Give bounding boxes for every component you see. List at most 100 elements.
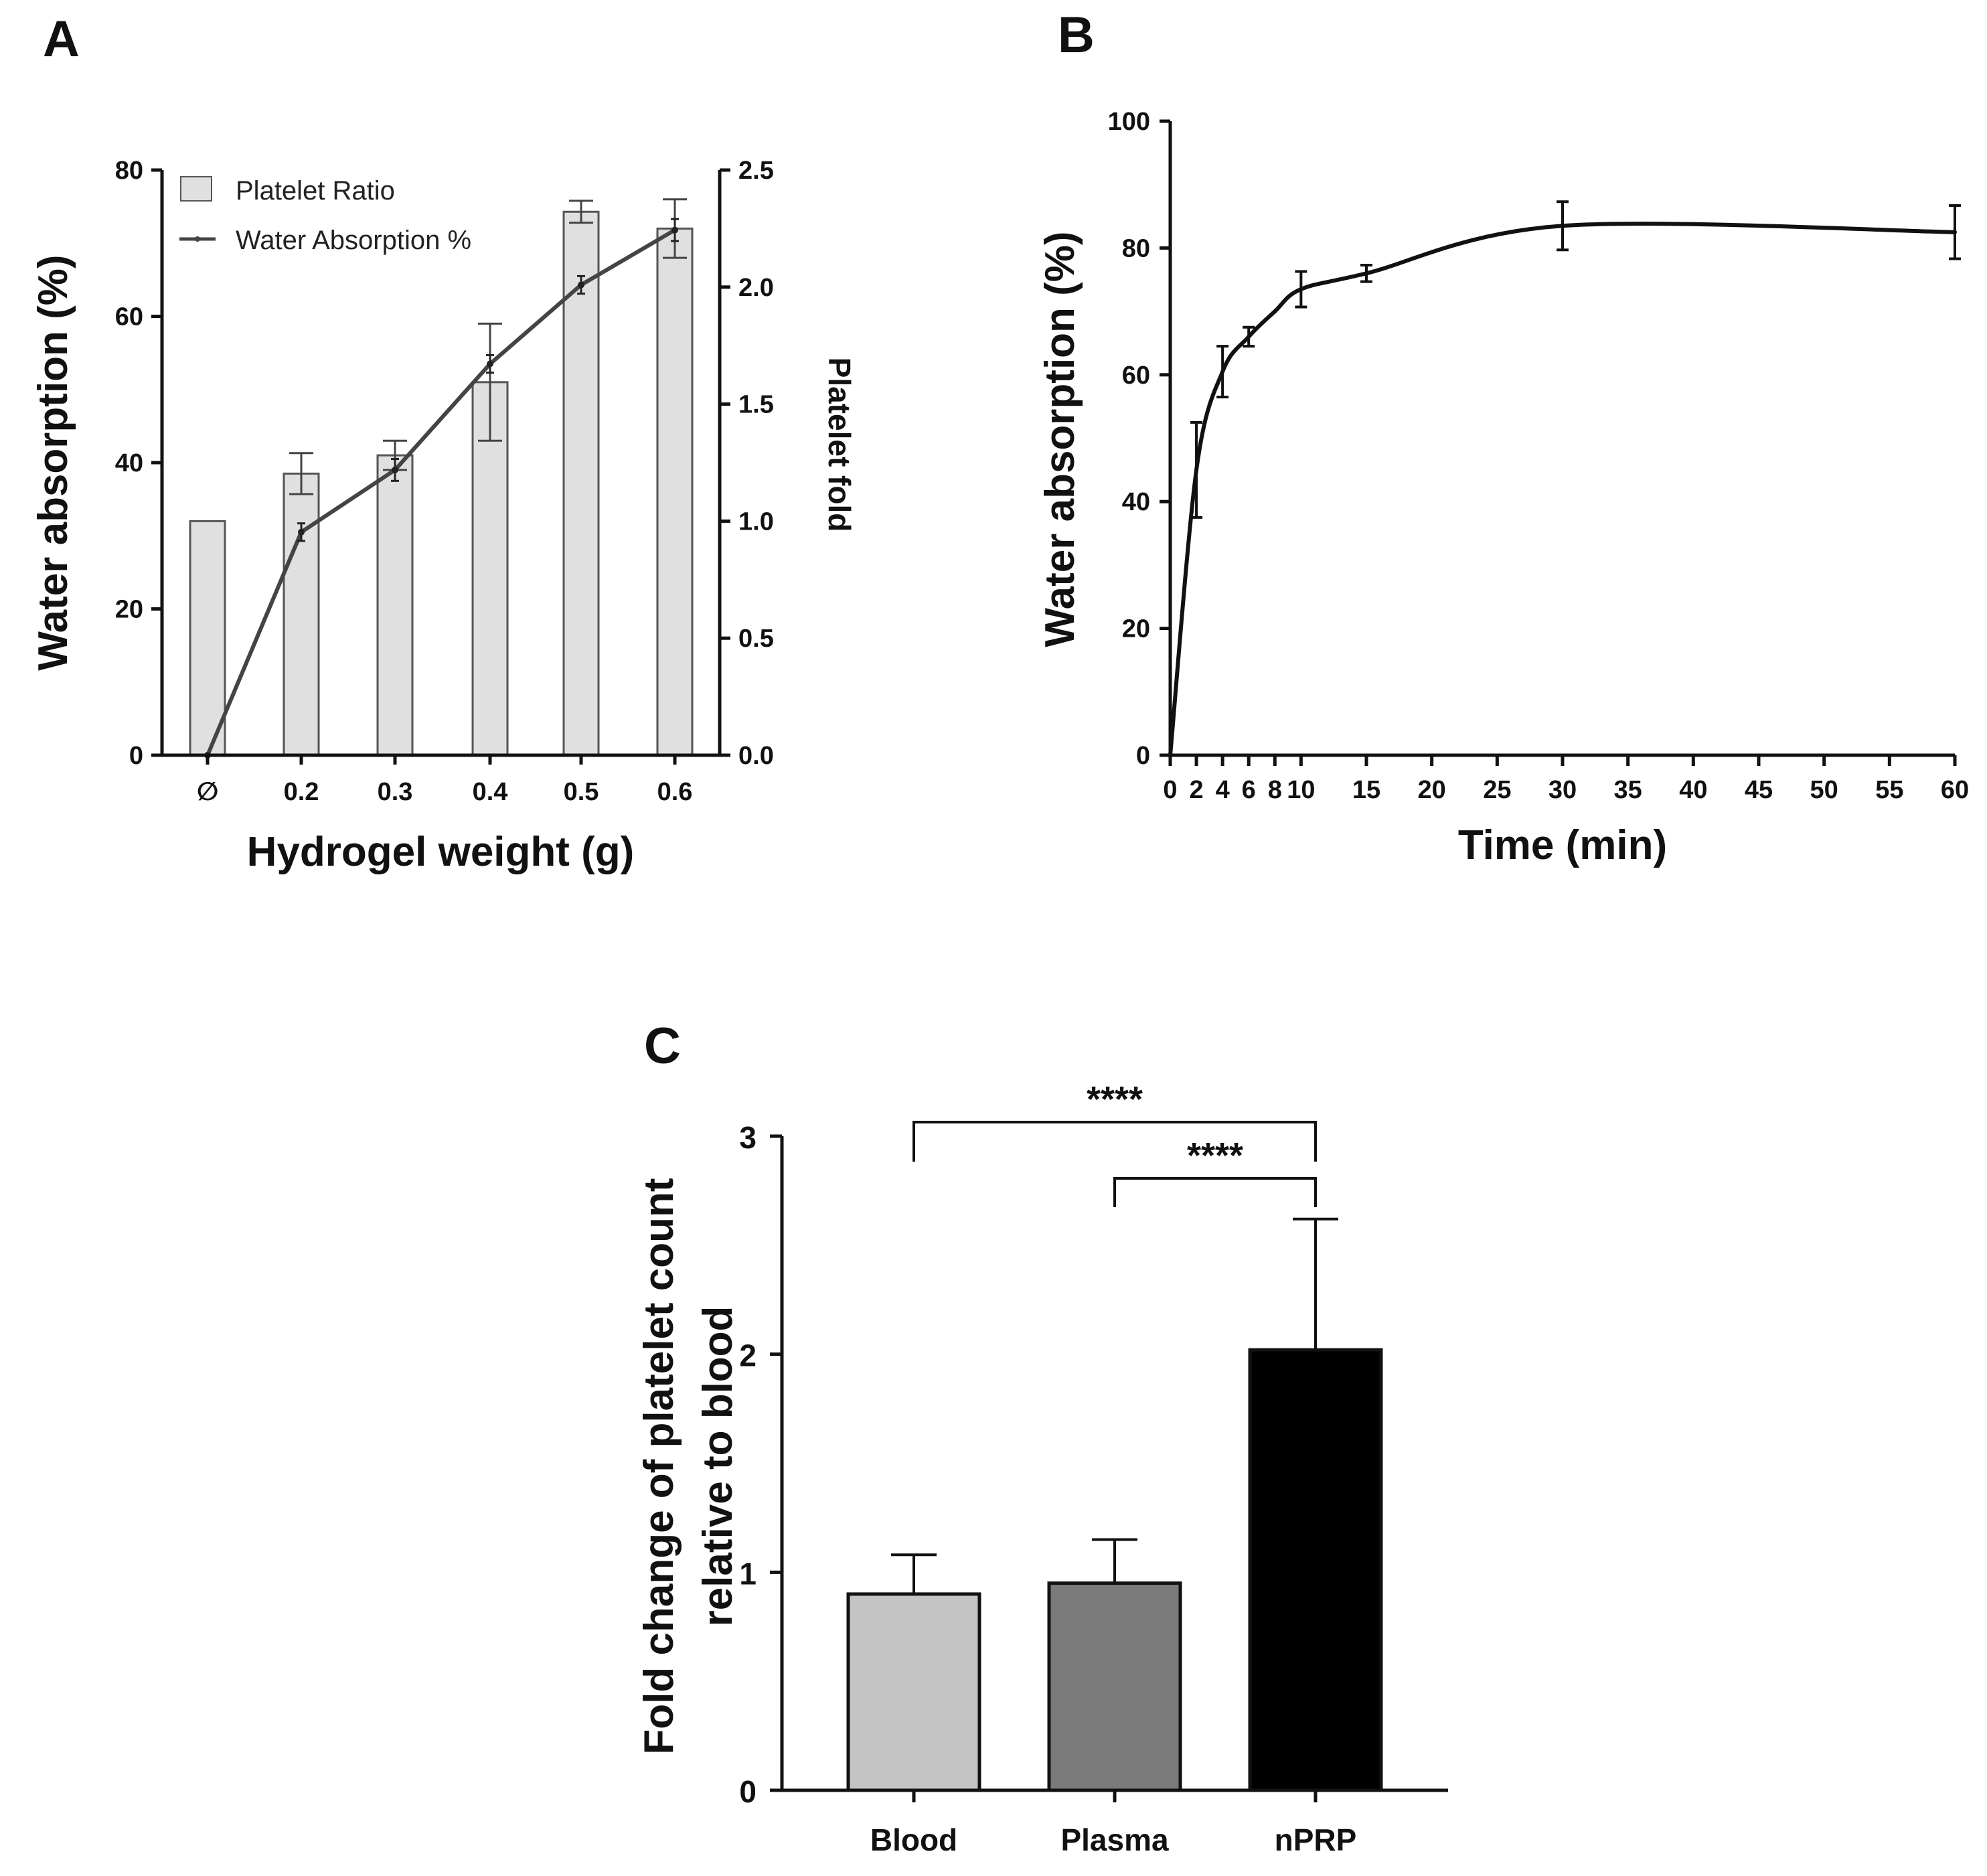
c-y-tick-label: 2 bbox=[739, 1338, 757, 1373]
b-x-tick-label: 2 bbox=[1189, 776, 1203, 804]
c-bar bbox=[1047, 1581, 1182, 1792]
b-x-tick-label: 40 bbox=[1679, 776, 1707, 804]
b-data-point bbox=[1273, 309, 1277, 314]
a-legend-line-marker bbox=[195, 236, 200, 242]
b-x-tick-label: 45 bbox=[1745, 776, 1773, 804]
c-x-tick-label: Blood bbox=[870, 1822, 957, 1857]
a-legend-bar-label: Platelet Ratio bbox=[236, 176, 395, 206]
b-x-ticks: 0 2 4 6 8 10 15 20 25 30 35 40 45 50 55 60 bbox=[1163, 755, 1969, 804]
a-x-tick-label: 0.3 bbox=[378, 778, 413, 806]
a-bar bbox=[189, 520, 226, 757]
panel-letter-b: B bbox=[1058, 7, 1095, 64]
b-data-point bbox=[1299, 287, 1303, 291]
b-x-tick-label: 30 bbox=[1548, 776, 1577, 804]
a-y-ticks: 0 20 40 60 80 bbox=[115, 157, 162, 770]
panel-a: A 0 20 40 60 80 0.0 0.5 1.0 1.5 2.0 2.5 ∅ 0.2 0.3 0.… bbox=[30, 11, 857, 875]
b-x-axis-title: Time (min) bbox=[1458, 822, 1667, 868]
a-line-point bbox=[671, 226, 678, 234]
b-data-point bbox=[1194, 467, 1199, 472]
a-y2-tick-label: 1.0 bbox=[738, 507, 774, 536]
c-bars bbox=[846, 1217, 1383, 1792]
b-x-tick-label: 50 bbox=[1810, 776, 1838, 804]
c-significance-label: **** bbox=[1087, 1079, 1143, 1119]
a-y-tick-label: 80 bbox=[115, 157, 143, 185]
c-significance-label: **** bbox=[1187, 1136, 1243, 1176]
a-legend-line-label: Water Absorption % bbox=[236, 226, 471, 255]
b-y-tick-label: 0 bbox=[1136, 742, 1150, 770]
a-legend: Platelet Ratio Water Absorption % bbox=[179, 176, 471, 255]
c-significance-bracket bbox=[1113, 1177, 1317, 1207]
b-y-tick-label: 40 bbox=[1122, 488, 1150, 516]
b-x-tick-label: 20 bbox=[1418, 776, 1446, 804]
b-y-tick-label: 60 bbox=[1122, 362, 1150, 390]
a-legend-bar-swatch bbox=[180, 176, 212, 202]
b-data-point bbox=[1953, 230, 1957, 234]
a-line-point bbox=[487, 360, 493, 368]
a-y2-tick-label: 0.5 bbox=[738, 625, 774, 653]
b-data-point bbox=[1220, 370, 1225, 374]
b-y-tick-label: 20 bbox=[1122, 615, 1150, 643]
a-line-point bbox=[578, 281, 584, 289]
b-data-point bbox=[1561, 224, 1565, 228]
a-x-tick-label: 0.5 bbox=[564, 778, 599, 806]
b-x-tick-label: 10 bbox=[1287, 776, 1315, 804]
b-x-tick-label: 60 bbox=[1941, 776, 1969, 804]
b-line-series bbox=[1168, 200, 1961, 757]
b-x-tick-label: 4 bbox=[1216, 776, 1230, 804]
b-y-axis-title: Water absorption (%) bbox=[1037, 231, 1083, 647]
a-x-tick-label: ∅ bbox=[197, 778, 219, 806]
c-bar bbox=[846, 1592, 981, 1792]
a-bar bbox=[656, 227, 694, 757]
panel-c: C 0 1 2 3 Blood Plasma nPRP **** **** Fold cha… bbox=[636, 1018, 1448, 1857]
a-line-point bbox=[298, 528, 305, 536]
a-y-tick-label: 0 bbox=[129, 742, 143, 770]
a-bars bbox=[189, 198, 694, 757]
a-y-axis-title: Water absorption (%) bbox=[30, 254, 76, 670]
c-significance: **** **** bbox=[912, 1079, 1317, 1207]
c-y-tick-label: 1 bbox=[739, 1556, 757, 1591]
a-y2-tick-label: 2.0 bbox=[738, 274, 774, 302]
b-data-point bbox=[1247, 334, 1251, 339]
a-y2-axis-title: Platelet fold bbox=[822, 358, 857, 532]
a-y2-ticks: 0.0 0.5 1.0 1.5 2.0 2.5 bbox=[720, 157, 774, 770]
b-y-ticks: 0 20 40 60 80 100 bbox=[1108, 108, 1170, 770]
a-line-series bbox=[204, 218, 679, 759]
b-x-tick-label: 35 bbox=[1614, 776, 1642, 804]
b-x-tick-label: 55 bbox=[1875, 776, 1903, 804]
b-y-tick-label: 80 bbox=[1122, 234, 1150, 262]
a-line-point bbox=[392, 466, 398, 473]
a-y-tick-label: 20 bbox=[115, 596, 143, 624]
b-x-tick-label: 15 bbox=[1352, 776, 1380, 804]
b-data-point bbox=[1168, 753, 1172, 757]
b-line-path bbox=[1168, 222, 1956, 756]
a-x-tick-label: 0.2 bbox=[284, 778, 319, 806]
c-bar bbox=[1248, 1348, 1383, 1792]
c-x-tick-label: nPRP bbox=[1275, 1822, 1357, 1857]
b-x-tick-label: 6 bbox=[1242, 776, 1256, 804]
b-x-tick-label: 0 bbox=[1163, 776, 1177, 804]
a-y-tick-label: 40 bbox=[115, 449, 143, 477]
a-x-ticks: ∅ 0.2 0.3 0.4 0.5 0.6 bbox=[197, 755, 692, 806]
a-y2-tick-label: 1.5 bbox=[738, 391, 774, 419]
a-bar bbox=[376, 454, 414, 757]
b-y-tick-label: 100 bbox=[1108, 108, 1150, 136]
c-x-tick-label: Plasma bbox=[1060, 1822, 1169, 1857]
c-y-tick-label: 0 bbox=[739, 1774, 757, 1809]
a-y2-tick-label: 2.5 bbox=[738, 157, 774, 185]
c-y-axis-title-line2: relative to blood bbox=[695, 1306, 741, 1627]
c-y-axis-title-line1: Fold change of platelet count bbox=[636, 1178, 682, 1754]
b-x-tick-label: 8 bbox=[1268, 776, 1282, 804]
c-x-ticks: Blood Plasma nPRP bbox=[870, 1790, 1356, 1857]
panel-letter-c: C bbox=[644, 1018, 681, 1075]
b-data-point bbox=[1364, 271, 1368, 276]
c-significance-bracket bbox=[912, 1121, 1317, 1162]
panel-letter-a: A bbox=[43, 11, 80, 68]
a-bar bbox=[283, 472, 320, 757]
b-x-tick-label: 25 bbox=[1483, 776, 1511, 804]
c-y-tick-label: 3 bbox=[739, 1120, 757, 1155]
a-x-axis-title: Hydrogel weight (g) bbox=[247, 829, 635, 875]
a-line-path bbox=[206, 228, 676, 757]
a-y-tick-label: 60 bbox=[115, 303, 143, 331]
